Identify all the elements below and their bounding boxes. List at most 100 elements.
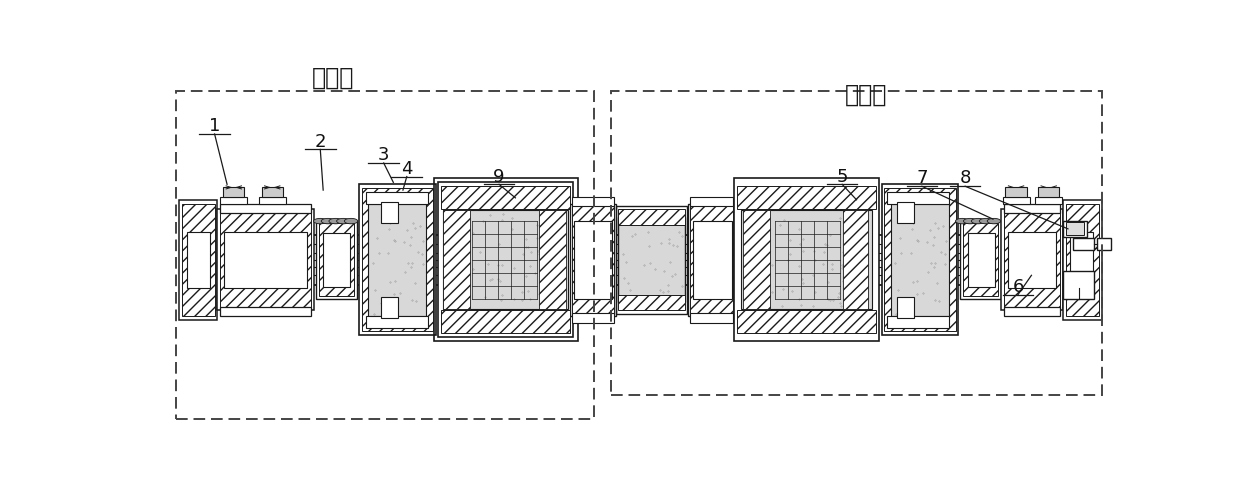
Point xyxy=(833,247,853,256)
Circle shape xyxy=(956,218,968,224)
Point xyxy=(660,258,680,266)
Bar xyxy=(1003,204,1060,213)
Point xyxy=(407,297,427,305)
Circle shape xyxy=(980,218,993,224)
Bar xyxy=(691,313,733,323)
Bar xyxy=(572,206,614,313)
Point xyxy=(906,290,926,298)
Bar xyxy=(441,186,570,209)
Point xyxy=(614,274,634,282)
Bar xyxy=(367,192,428,204)
Point xyxy=(925,296,945,304)
Point xyxy=(780,250,800,258)
Point xyxy=(817,241,837,249)
Circle shape xyxy=(971,218,985,224)
Point xyxy=(536,278,556,286)
Bar xyxy=(1070,232,1092,288)
Point xyxy=(662,240,682,248)
Point xyxy=(480,276,500,284)
Point xyxy=(751,234,771,242)
Point xyxy=(381,278,401,286)
Point xyxy=(492,261,512,269)
Text: 2: 2 xyxy=(315,133,326,151)
Point xyxy=(779,256,799,264)
Point xyxy=(620,286,640,294)
Bar xyxy=(738,310,875,333)
Point xyxy=(413,250,433,258)
Point xyxy=(645,265,665,273)
Point xyxy=(888,286,908,294)
Point xyxy=(925,259,945,267)
Point xyxy=(928,279,947,287)
Point xyxy=(634,261,653,269)
Point xyxy=(918,237,937,245)
Bar xyxy=(320,223,353,296)
Point xyxy=(830,299,849,307)
Point xyxy=(384,290,404,298)
Point xyxy=(397,226,417,234)
Point xyxy=(830,289,849,297)
Point xyxy=(789,295,808,303)
Point xyxy=(665,271,684,279)
Point xyxy=(804,302,823,310)
Bar xyxy=(1063,221,1087,236)
Bar xyxy=(221,204,311,213)
Text: 7: 7 xyxy=(916,170,928,188)
Bar xyxy=(1063,272,1094,299)
Point xyxy=(856,211,875,219)
Text: 8: 8 xyxy=(960,170,971,188)
Point xyxy=(771,302,791,310)
Bar xyxy=(734,179,879,341)
Bar xyxy=(892,204,949,316)
Point xyxy=(408,248,428,256)
Point xyxy=(775,216,795,224)
Point xyxy=(792,275,812,283)
Point xyxy=(453,300,472,308)
Bar xyxy=(1003,307,1060,315)
Point xyxy=(527,234,547,242)
Point xyxy=(529,250,549,258)
Point xyxy=(639,228,658,236)
Point xyxy=(372,296,392,304)
Point xyxy=(832,261,852,269)
Bar xyxy=(691,206,733,313)
Point xyxy=(536,302,556,310)
Point xyxy=(489,275,508,283)
Bar xyxy=(259,197,285,204)
Point xyxy=(402,233,422,241)
Circle shape xyxy=(345,218,358,224)
Bar xyxy=(619,217,686,302)
Point xyxy=(851,228,870,236)
Point xyxy=(932,222,952,230)
Point xyxy=(790,225,810,233)
Point xyxy=(660,235,680,243)
Point xyxy=(529,241,549,249)
Point xyxy=(492,216,512,224)
Point xyxy=(924,233,944,241)
Bar xyxy=(539,210,567,309)
Point xyxy=(770,221,790,229)
Point xyxy=(742,296,761,304)
Point xyxy=(805,257,825,265)
Bar xyxy=(888,192,949,204)
Point xyxy=(639,217,658,225)
Circle shape xyxy=(963,218,977,224)
Point xyxy=(838,275,858,283)
Point xyxy=(403,219,423,227)
Point xyxy=(502,225,522,233)
Point xyxy=(401,241,420,249)
Text: 3: 3 xyxy=(378,146,389,164)
Bar xyxy=(897,297,914,318)
Point xyxy=(489,240,508,248)
Bar xyxy=(362,188,433,331)
Text: 1: 1 xyxy=(208,117,221,135)
Point xyxy=(402,296,422,304)
Point xyxy=(527,221,547,229)
Point xyxy=(505,264,525,272)
Point xyxy=(410,222,430,230)
Point xyxy=(384,277,404,285)
Bar xyxy=(572,197,614,206)
Bar xyxy=(611,92,1101,395)
Bar xyxy=(1073,238,1094,250)
Point xyxy=(640,259,660,267)
